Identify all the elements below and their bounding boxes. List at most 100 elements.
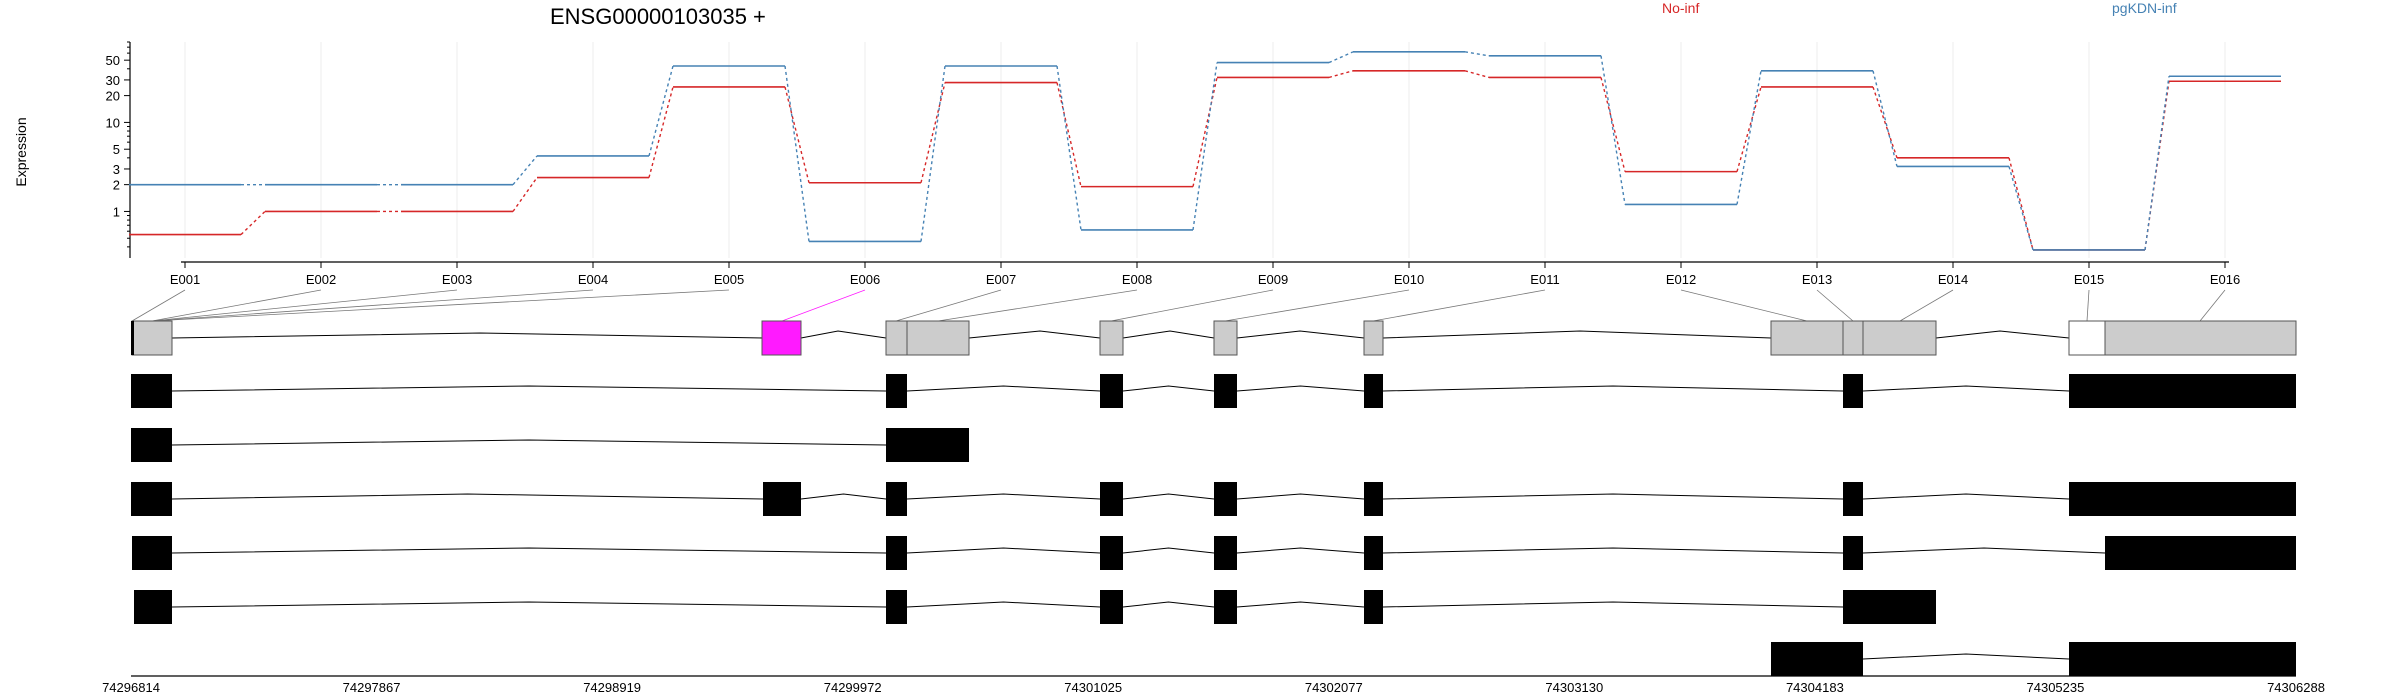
intron-line <box>800 330 887 339</box>
series-connector <box>512 155 538 186</box>
transcript-intron <box>1122 385 1215 392</box>
transcript-2 <box>131 428 969 462</box>
transcript-exon <box>134 590 172 624</box>
y-tick-label: 2 <box>113 178 120 193</box>
series-connector <box>1600 77 1626 172</box>
y-tick-label: 3 <box>113 162 120 177</box>
gene-model-exon <box>1363 320 1384 356</box>
coord-tick-label: 74299972 <box>824 680 882 695</box>
exon-connector-e011 <box>1372 289 1546 322</box>
y-tick-label: 10 <box>106 115 120 130</box>
series-layer <box>129 51 2281 251</box>
series-connector <box>1736 70 1762 205</box>
exon-connector-e002 <box>151 289 322 322</box>
coord-tick-label: 74297867 <box>343 680 401 695</box>
transcript-intron <box>906 493 1101 500</box>
series-connector <box>1872 86 1898 159</box>
x-tick-label-e012: E012 <box>1666 272 1696 287</box>
transcript-3 <box>131 482 2296 516</box>
x-tick-label-e013: E013 <box>1802 272 1832 287</box>
series-connector <box>1328 51 1354 64</box>
transcript-intron <box>1236 493 1365 500</box>
coord-tick-label: 74301025 <box>1064 680 1122 695</box>
x-tick-label-e004: E004 <box>578 272 608 287</box>
x-tick-label-e002: E002 <box>306 272 336 287</box>
y-tick-label: 50 <box>106 53 120 68</box>
transcript-exon <box>2105 536 2296 570</box>
transcript-exon <box>763 482 801 516</box>
transcript-exon <box>1214 590 1237 624</box>
gene-model-exon <box>906 320 970 356</box>
transcript-exon <box>1364 482 1383 516</box>
transcripts <box>131 374 2296 676</box>
transcript-exon <box>2069 642 2296 676</box>
series-connector <box>1872 70 1898 167</box>
gene-model-exon <box>885 320 908 356</box>
transcript-intron <box>1122 493 1215 500</box>
series-connector <box>648 65 674 157</box>
transcript-exon <box>132 536 172 570</box>
series-connector <box>1328 70 1354 79</box>
transcript-exon <box>1843 590 1936 624</box>
transcript-exon <box>886 590 907 624</box>
transcript-intron <box>1236 385 1365 392</box>
x-tick-label-e016: E016 <box>2210 272 2240 287</box>
chart-title: ENSG00000103035 + <box>550 4 766 29</box>
x-tick-label-e014: E014 <box>1938 272 1968 287</box>
gene-model-exon-highlight <box>761 320 802 356</box>
x-tick-label-e008: E008 <box>1122 272 1152 287</box>
exon-connector-e010 <box>1224 289 1410 322</box>
exon-connector-e009 <box>1110 289 1274 322</box>
exon-connector-e015 <box>2086 289 2090 322</box>
exon-connector-e001 <box>131 289 186 322</box>
series-connector <box>1464 51 1490 57</box>
transcript-exon <box>131 428 172 462</box>
series-connector <box>1192 77 1218 187</box>
coord-tick-label: 74302077 <box>1305 680 1363 695</box>
gene-model-exon <box>1862 320 1937 356</box>
series-connector <box>240 210 266 236</box>
y-axis-label: Expression <box>13 117 29 186</box>
gene-model-exon-start <box>131 321 134 355</box>
x-axis-exons: E001 E002 E003 E004 E005 E006 E007 E008 E009 E010… <box>170 261 2240 287</box>
y-tick-label: 20 <box>106 89 120 104</box>
transcript-exon <box>1214 482 1237 516</box>
gene-model-exon <box>2068 320 2106 356</box>
intron-line <box>1382 330 1772 339</box>
transcript-exon <box>1100 590 1123 624</box>
coord-tick-label: 74296814 <box>102 680 160 695</box>
transcript-intron <box>171 439 887 446</box>
legend-entry-pgkdn-inf: pgKDN-inf <box>2112 0 2177 16</box>
x-tick-label-e006: E006 <box>850 272 880 287</box>
transcript-exon <box>2069 482 2296 516</box>
series-connector <box>784 65 810 242</box>
transcript-intron <box>1862 653 2070 660</box>
transcript-intron <box>906 385 1101 392</box>
transcript-intron <box>1862 547 2106 554</box>
transcript-intron <box>1122 547 1215 554</box>
exon-connector-e012 <box>1680 289 1808 322</box>
transcript-exon <box>1214 374 1237 408</box>
transcript-intron <box>171 385 887 392</box>
gene-model-exon <box>131 320 173 356</box>
x-tick-label-e005: E005 <box>714 272 744 287</box>
transcript-intron <box>1382 385 1844 392</box>
intron-line <box>968 330 1101 339</box>
coord-tick-label: 74306288 <box>2267 680 2325 695</box>
intron-line <box>1122 330 1215 339</box>
transcript-6 <box>1771 642 2296 676</box>
transcript-intron <box>171 601 887 608</box>
gene-model-exon <box>1770 320 1844 356</box>
series-connector <box>512 177 538 212</box>
transcript-4 <box>132 536 2296 570</box>
transcript-exon <box>1364 536 1383 570</box>
gene-model <box>131 320 2297 356</box>
coord-tick-label: 74303130 <box>1545 680 1603 695</box>
y-tick-label: 5 <box>113 142 120 157</box>
exon-connector-e003 <box>151 289 458 322</box>
series-connector <box>2008 157 2034 251</box>
transcript-intron <box>1236 601 1365 608</box>
series-connector <box>784 86 810 183</box>
genomic-coordinate-axis: 74296814 74297867 74298919 74299972 74301025… <box>102 675 2325 695</box>
